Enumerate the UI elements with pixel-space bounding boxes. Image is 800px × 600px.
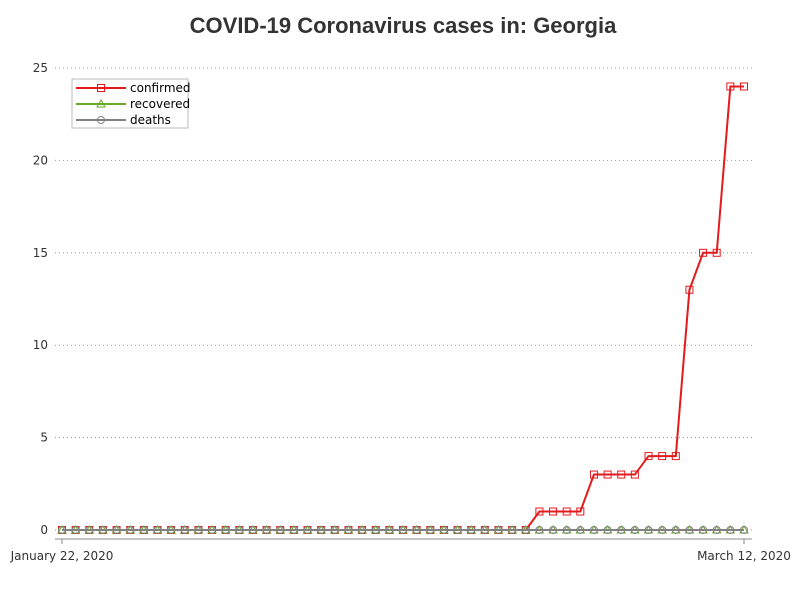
data-point bbox=[712, 248, 721, 257]
data-point bbox=[699, 526, 708, 534]
data-point bbox=[439, 526, 448, 534]
data-point bbox=[262, 526, 271, 534]
data-point bbox=[644, 452, 653, 461]
data-point bbox=[658, 526, 667, 534]
data-point bbox=[371, 526, 380, 534]
data-point bbox=[71, 526, 80, 534]
data-point bbox=[480, 526, 489, 534]
data-point bbox=[248, 526, 257, 534]
data-point bbox=[740, 526, 748, 534]
data-point bbox=[58, 526, 66, 534]
data-point bbox=[726, 82, 735, 91]
data-point bbox=[412, 526, 421, 534]
data-point bbox=[289, 526, 298, 534]
data-point bbox=[96, 98, 106, 108]
data-point bbox=[589, 470, 598, 479]
data-point bbox=[685, 285, 694, 294]
legend-label: confirmed bbox=[130, 81, 191, 95]
y-tick-label: 5 bbox=[40, 431, 48, 445]
data-point bbox=[358, 526, 367, 534]
data-point bbox=[562, 526, 571, 534]
y-axis: 0 5 10 15 20 25 bbox=[33, 61, 48, 537]
x-tick-label-first: January 22, 2020 bbox=[10, 549, 114, 563]
data-point bbox=[535, 526, 544, 534]
x-tick-label-last: March 12, 2020 bbox=[697, 549, 791, 563]
data-point bbox=[549, 507, 558, 516]
data-point bbox=[671, 526, 680, 534]
data-point bbox=[521, 526, 530, 534]
data-point bbox=[576, 507, 585, 516]
data-point bbox=[712, 526, 721, 534]
data-point bbox=[303, 526, 312, 534]
data-point bbox=[139, 526, 148, 534]
y-tick-label: 25 bbox=[33, 61, 48, 75]
data-point bbox=[330, 526, 339, 534]
data-point bbox=[494, 526, 503, 534]
data-point bbox=[112, 526, 121, 534]
data-point bbox=[562, 507, 571, 516]
data-point bbox=[535, 507, 544, 516]
data-point bbox=[235, 526, 244, 534]
chart-title: COVID-19 Coronavirus cases in: Georgia bbox=[190, 13, 617, 38]
data-point bbox=[221, 526, 230, 534]
data-point bbox=[685, 526, 694, 534]
data-point bbox=[153, 526, 162, 534]
data-point bbox=[453, 526, 462, 534]
data-point bbox=[630, 526, 639, 534]
y-tick-label: 10 bbox=[33, 338, 48, 352]
data-point bbox=[576, 526, 585, 534]
data-point bbox=[726, 526, 735, 534]
data-point bbox=[589, 526, 598, 534]
legend-label: deaths bbox=[130, 113, 171, 127]
data-point bbox=[385, 526, 394, 534]
data-point bbox=[699, 248, 708, 257]
data-point bbox=[467, 526, 476, 534]
data-point bbox=[97, 84, 105, 92]
data-point bbox=[671, 452, 680, 461]
data-point bbox=[208, 526, 217, 534]
legend-item-deaths: deaths bbox=[76, 113, 171, 127]
data-point bbox=[617, 526, 626, 534]
series-line-confirmed bbox=[62, 85, 744, 531]
data-point bbox=[126, 526, 135, 534]
data-point bbox=[508, 526, 517, 534]
legend-label: recovered bbox=[130, 97, 190, 111]
legend-item-recovered: recovered bbox=[76, 97, 190, 111]
data-point bbox=[97, 116, 105, 124]
data-point bbox=[167, 526, 176, 534]
data-point bbox=[399, 526, 407, 534]
series-group bbox=[57, 82, 749, 534]
data-point bbox=[617, 470, 626, 479]
y-tick-label: 20 bbox=[33, 153, 48, 167]
data-point bbox=[317, 526, 326, 534]
data-point bbox=[194, 526, 203, 534]
data-point bbox=[630, 470, 639, 479]
data-point bbox=[426, 526, 435, 534]
data-point bbox=[344, 526, 353, 534]
gridlines bbox=[55, 67, 752, 531]
data-point bbox=[98, 526, 107, 534]
x-axis: January 22, 2020 March 12, 2020 bbox=[10, 539, 791, 563]
data-point bbox=[603, 526, 612, 534]
series-confirmed bbox=[58, 82, 748, 534]
legend: confirmed recovered deaths bbox=[71, 78, 191, 129]
data-point bbox=[180, 526, 189, 534]
data-point bbox=[644, 526, 653, 534]
y-tick-label: 15 bbox=[33, 246, 48, 260]
legend-item-confirmed: confirmed bbox=[76, 81, 191, 95]
data-point bbox=[85, 526, 94, 534]
series-deaths bbox=[58, 526, 748, 534]
data-point bbox=[276, 526, 285, 534]
y-tick-label: 0 bbox=[40, 523, 48, 537]
data-point bbox=[549, 526, 558, 534]
data-point bbox=[740, 82, 748, 91]
data-point bbox=[658, 452, 667, 461]
data-point bbox=[603, 470, 612, 479]
